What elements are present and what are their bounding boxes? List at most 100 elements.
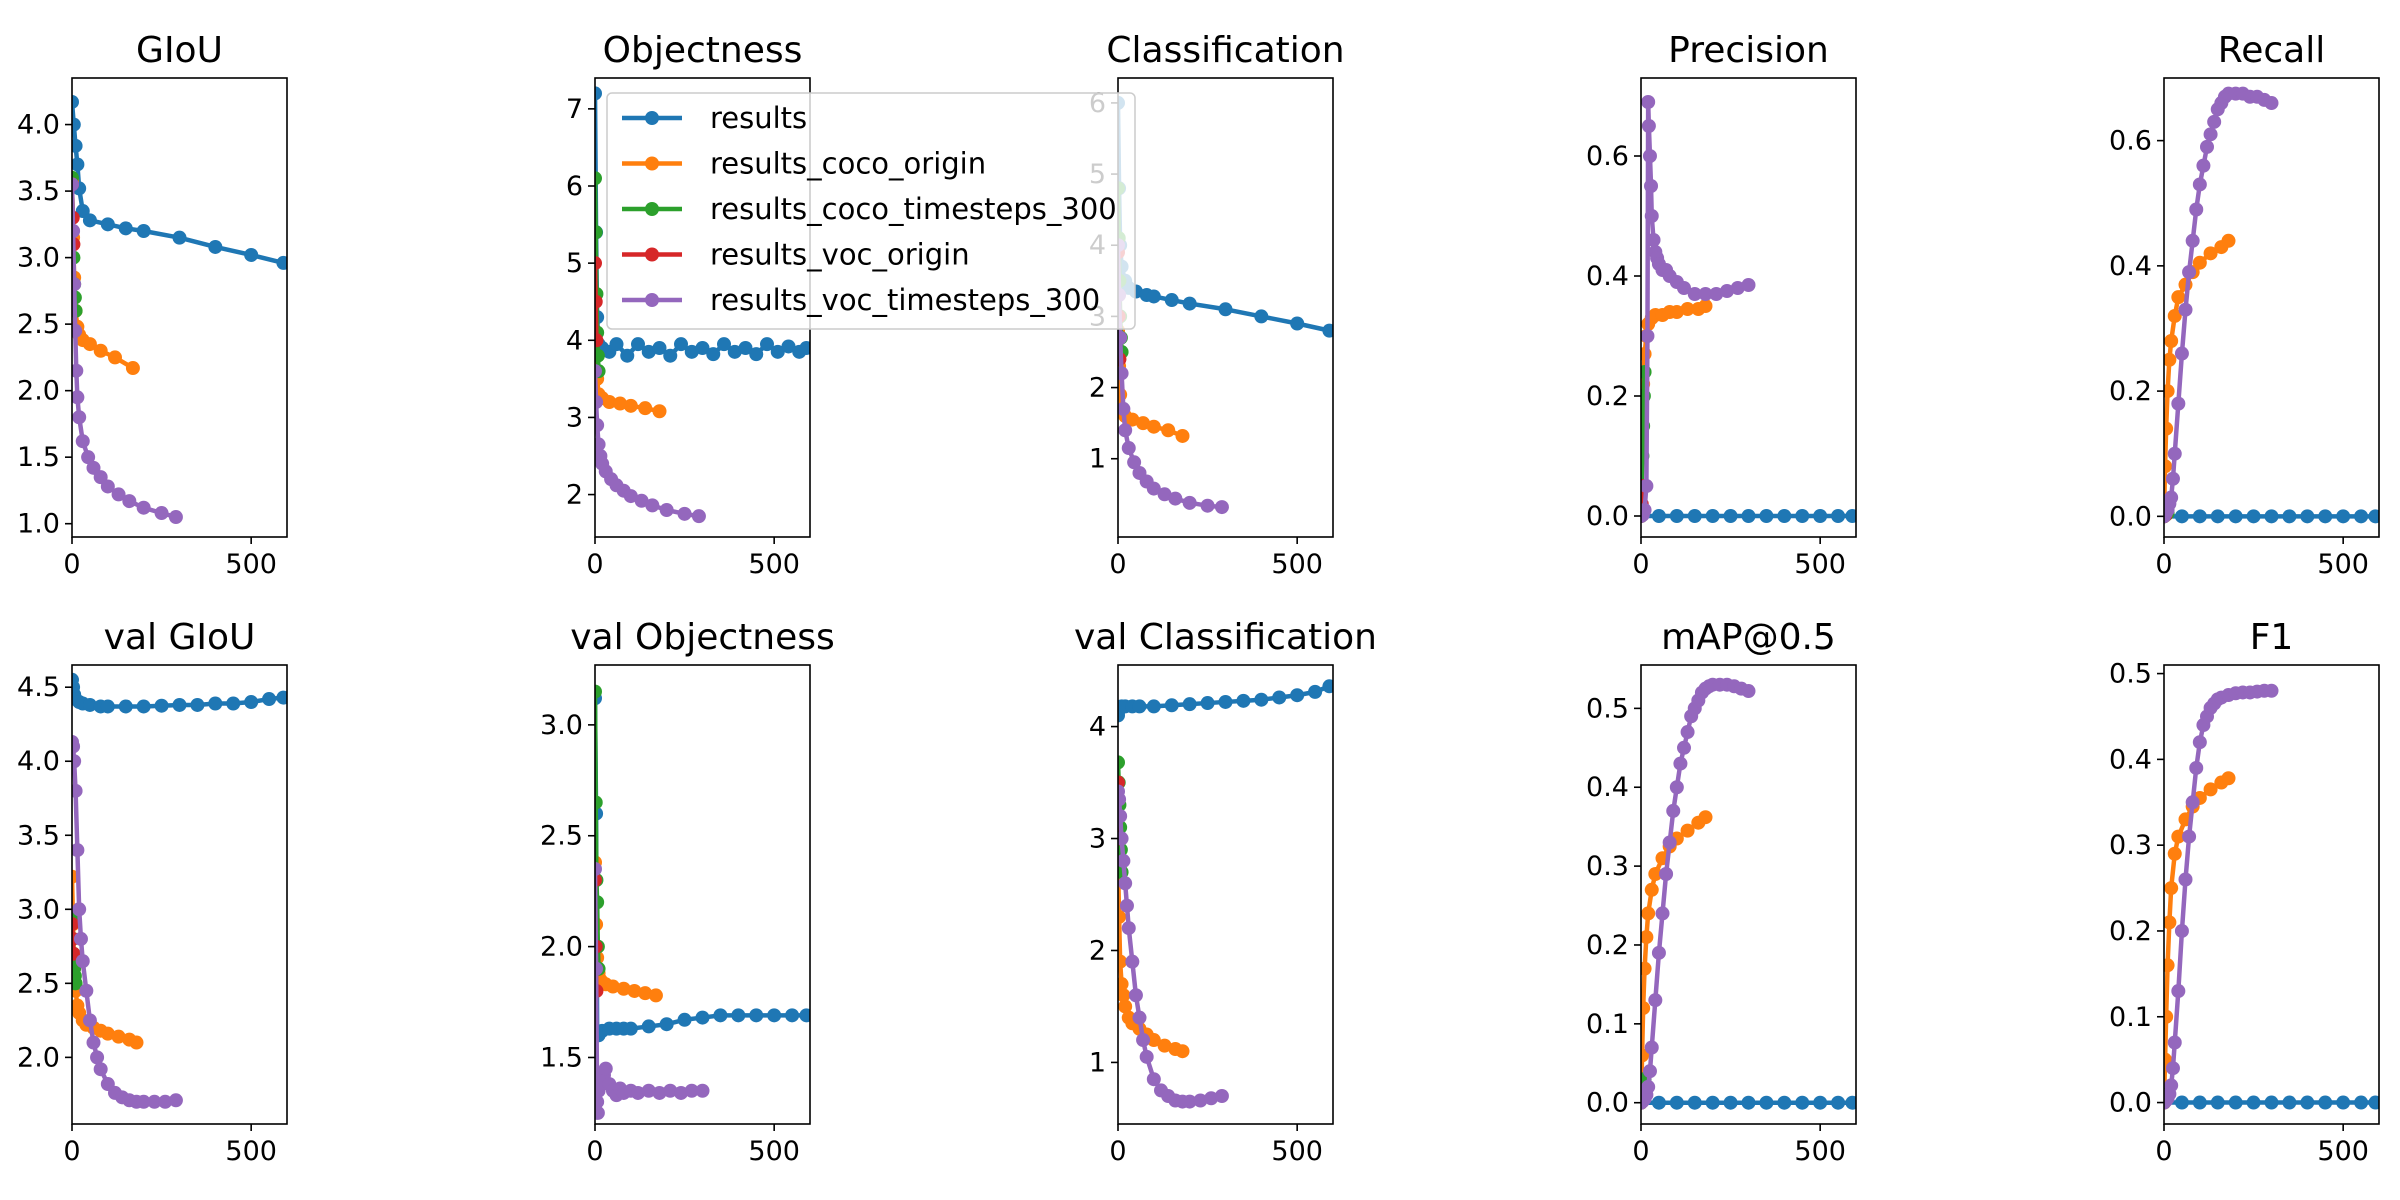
data-point-results-coco-origin <box>129 1035 144 1050</box>
data-point-results-voc-timesteps-300 <box>72 323 83 338</box>
legend-entry-results: results <box>622 101 807 135</box>
data-point-results-voc-timesteps-300 <box>2182 265 2197 280</box>
legend-marker-results-coco-origin <box>645 156 659 171</box>
axes-frame <box>2163 664 2380 1125</box>
data-point-results <box>2246 1095 2261 1110</box>
data-point-results-voc-timesteps-300 <box>2203 127 2218 142</box>
data-point-results-voc-timesteps-300 <box>1146 1072 1161 1087</box>
data-point-results-voc-timesteps-300 <box>1673 756 1688 771</box>
data-point-results-voc-timesteps-300 <box>1646 233 1661 247</box>
x-tick-label: 500 <box>748 549 800 580</box>
data-point-results-coco-origin <box>1136 416 1151 431</box>
data-point-results-voc-timesteps-300 <box>634 493 649 508</box>
data-point-results-coco-origin <box>2221 233 2236 248</box>
data-point-results <box>1132 699 1147 714</box>
data-point-results <box>82 697 97 712</box>
data-point-results-voc-timesteps-300 <box>1680 725 1695 740</box>
data-point-results-coco-origin <box>1641 906 1656 921</box>
y-tick-label: 2 <box>1089 373 1106 404</box>
data-point-results <box>2174 509 2189 524</box>
data-point-results-voc-timesteps-300 <box>1644 1040 1659 1055</box>
y-tick-label: 2 <box>1089 935 1106 966</box>
data-point-results-voc-timesteps-300 <box>72 783 83 798</box>
data-point-results-voc-origin <box>595 256 602 271</box>
data-point-results <box>72 94 79 109</box>
data-point-results-voc-timesteps-300 <box>75 434 90 449</box>
data-point-results <box>2282 1095 2297 1110</box>
data-point-results-voc-timesteps-300 <box>2200 139 2214 154</box>
data-point-results-coco-origin <box>2164 958 2175 973</box>
y-tick-label: 3 <box>1089 824 1106 855</box>
data-point-results-voc-timesteps-300 <box>86 1035 101 1050</box>
data-point-results <box>1669 509 1684 523</box>
data-point-results-voc-timesteps-300 <box>1118 330 1128 345</box>
data-point-results <box>1669 1095 1684 1110</box>
axes-frame <box>71 664 288 1125</box>
data-point-results <box>770 344 785 359</box>
data-point-results-voc-timesteps-300 <box>1121 441 1136 456</box>
data-point-results <box>1687 1095 1702 1110</box>
data-point-results-voc-timesteps-300 <box>1644 209 1659 223</box>
subplot-title: Objectness <box>603 30 803 71</box>
data-point-results <box>595 86 602 101</box>
data-point-results-voc-timesteps-300 <box>595 961 604 976</box>
data-point-results <box>738 341 753 355</box>
data-point-results <box>1741 509 1756 523</box>
subplot-title: Classification <box>1106 30 1344 71</box>
data-point-results-voc-timesteps-300 <box>1741 684 1756 699</box>
data-point-results-voc-timesteps-300 <box>1118 809 1128 824</box>
data-point-results-voc-timesteps-300 <box>2189 202 2204 217</box>
data-point-results <box>72 157 85 172</box>
data-point-results <box>1705 509 1720 523</box>
data-point-results <box>631 337 645 352</box>
data-point-results-voc-timesteps-300 <box>2165 471 2180 486</box>
data-point-results-coco-timesteps-300 <box>595 795 603 810</box>
legend: results results_coco_origin results_coco_t… <box>606 92 1136 330</box>
y-tick-label: 7 <box>566 94 583 125</box>
x-tick-label: 500 <box>748 1136 800 1167</box>
y-tick-label: 4.0 <box>17 110 60 141</box>
y-tick-label: 2.0 <box>540 932 583 963</box>
data-point-results <box>609 337 624 352</box>
data-point-results-voc-timesteps-300 <box>1146 481 1161 496</box>
data-point-results-voc-origin <box>595 294 603 309</box>
data-point-results-voc-timesteps-300 <box>72 277 82 292</box>
data-point-results-coco-origin <box>1118 954 1128 969</box>
data-point-results <box>749 347 764 362</box>
legend-label-results-coco-origin: results_coco_origin <box>710 147 986 181</box>
y-tick-label: 1.0 <box>17 509 60 540</box>
data-point-results <box>2174 1095 2189 1110</box>
data-point-results-voc-timesteps-300 <box>72 363 84 378</box>
legend-entry-results-coco-timesteps-300: results_coco_timesteps_300 <box>622 192 1117 226</box>
data-point-results-coco-origin <box>1157 1038 1172 1053</box>
data-point-results-coco-origin <box>1641 1001 1651 1016</box>
data-point-results-coco-origin <box>2167 846 2182 861</box>
data-point-results <box>1705 1095 1720 1110</box>
y-tick-label: 4.5 <box>17 672 60 703</box>
data-point-results-voc-timesteps-300 <box>684 1083 699 1098</box>
data-point-results-voc-timesteps-300 <box>1642 149 1657 163</box>
data-point-results <box>1308 684 1323 699</box>
data-point-results-voc-timesteps-300 <box>659 503 674 517</box>
data-point-results-coco-origin <box>1680 823 1695 838</box>
data-point-results-coco-origin <box>1125 412 1140 427</box>
y-tick-label: 1.5 <box>17 442 60 473</box>
data-point-results <box>652 341 667 355</box>
data-point-results <box>82 213 97 228</box>
plot-area <box>2164 86 2379 524</box>
data-point-results <box>659 1017 674 1032</box>
data-point-results <box>2354 1095 2369 1110</box>
data-point-results-voc-timesteps-300 <box>2164 490 2179 505</box>
data-point-results <box>695 1010 710 1025</box>
data-point-results <box>1813 509 1828 523</box>
data-point-results <box>674 337 688 352</box>
plot-area <box>595 86 810 524</box>
subplot-title: Recall <box>2218 30 2325 71</box>
data-point-results-coco-origin <box>2221 771 2236 786</box>
data-point-results-voc-timesteps-300 <box>158 1094 173 1109</box>
axes-frame <box>2163 77 2380 538</box>
data-point-results <box>623 1021 638 1036</box>
legend-label-results-voc-origin: results_voc_origin <box>710 238 970 272</box>
data-point-results-coco-origin <box>1118 977 1129 992</box>
y-tick-label: 0.4 <box>2109 251 2152 282</box>
